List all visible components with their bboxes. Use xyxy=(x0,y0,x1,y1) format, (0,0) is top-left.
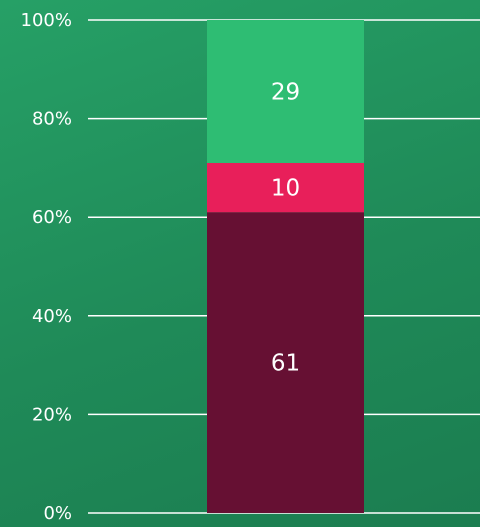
y-tick-label: 20% xyxy=(32,404,72,425)
y-axis-tick-labels: 0% 20% 40% 60% 80% 100% xyxy=(21,10,72,524)
y-tick-label: 40% xyxy=(32,306,72,327)
bar-segment-61 xyxy=(207,212,364,513)
data-label-10: 10 xyxy=(271,176,300,202)
data-label-29: 29 xyxy=(271,79,300,105)
bar-segment-10 xyxy=(207,162,364,213)
y-tick-label: 80% xyxy=(32,109,72,130)
bar-segments xyxy=(207,20,364,513)
bar-segment-29 xyxy=(207,20,364,163)
data-label-61: 61 xyxy=(271,351,300,377)
y-tick-label: 100% xyxy=(21,10,72,31)
y-tick-label: 0% xyxy=(43,503,72,524)
data-labels: 61 10 29 xyxy=(271,79,300,376)
y-tick-label: 60% xyxy=(32,207,72,228)
